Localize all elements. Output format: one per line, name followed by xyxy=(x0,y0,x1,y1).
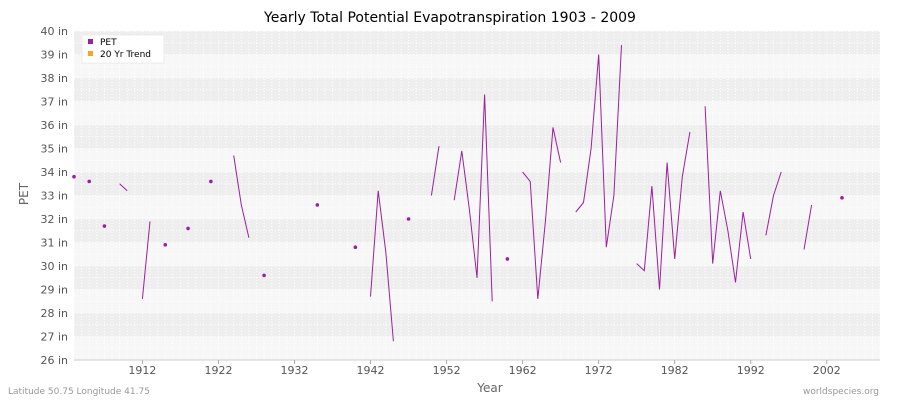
pet-line-segment xyxy=(704,106,752,283)
pet-line-segment xyxy=(522,127,562,299)
pet-line-segment xyxy=(233,155,250,238)
pet-data-point xyxy=(186,226,190,231)
y-tick-label: 31 in xyxy=(40,237,68,250)
x-tick-label: 1962 xyxy=(509,364,537,377)
pet-data-point xyxy=(353,245,358,249)
x-tick-label: 1912 xyxy=(128,364,156,377)
pet-data-point xyxy=(72,174,76,179)
pet-data-point xyxy=(262,273,266,278)
pet-data-point xyxy=(505,257,510,261)
x-axis-ticks: 1912 1922 1932 1942 1952 1962 1972 1982 1992 2002 xyxy=(128,360,841,377)
y-tick-label: 29 in xyxy=(40,284,68,297)
pet-data-point xyxy=(102,224,107,228)
pet-line-segment xyxy=(765,171,782,236)
pet-data-point xyxy=(209,179,213,184)
y-tick-label: 39 in xyxy=(40,49,68,62)
x-axis-label: Year xyxy=(476,381,502,395)
legend-box xyxy=(81,34,165,64)
pet-line-segment xyxy=(803,204,813,250)
pet-data-point xyxy=(840,196,844,200)
y-tick-label: 27 in xyxy=(40,331,68,344)
y-tick-label: 37 in xyxy=(40,96,68,109)
x-tick-label: 1992 xyxy=(737,364,765,377)
y-tick-label: 36 in xyxy=(40,119,68,132)
x-tick-label: 1922 xyxy=(204,364,232,377)
y-tick-label: 30 in xyxy=(40,260,68,273)
pet-line-segment xyxy=(430,146,440,196)
series-layer xyxy=(72,45,844,342)
y-tick-label: 33 in xyxy=(40,190,68,203)
footer-coordinates: Latitude 50.75 Longitude 41.75 xyxy=(8,387,150,397)
x-tick-label: 2002 xyxy=(813,364,841,377)
pet-data-point xyxy=(406,217,411,221)
footer-source: worldspecies.org xyxy=(803,387,879,397)
grid-lines xyxy=(73,30,881,361)
x-tick-label: 1972 xyxy=(585,364,613,377)
pet-data-point xyxy=(163,243,168,247)
x-tick-label: 1942 xyxy=(357,364,385,377)
y-axis-ticks: 26 in 27 in 28 in 29 in 30 in 31 in 32 in 33 in… xyxy=(40,25,68,367)
pet-line-segment xyxy=(636,131,691,290)
y-axis-label: PET xyxy=(17,182,31,205)
pet-data-point xyxy=(315,203,320,207)
legend-label-pet: PET xyxy=(100,38,117,48)
y-tick-label: 34 in xyxy=(40,166,68,179)
pet-data-point xyxy=(87,179,92,184)
y-tick-label: 32 in xyxy=(40,213,68,226)
y-tick-label: 35 in xyxy=(40,143,68,156)
pet-line-segment xyxy=(141,221,151,299)
legend-swatch-trend xyxy=(88,51,93,56)
legend: PET 20 Yr Trend xyxy=(81,34,165,64)
x-tick-label: 1952 xyxy=(433,364,461,377)
y-tick-label: 40 in xyxy=(40,25,68,38)
y-tick-label: 28 in xyxy=(40,307,68,320)
x-tick-label: 1982 xyxy=(661,364,689,377)
chart-title: Yearly Total Potential Evapotranspiratio… xyxy=(263,10,636,26)
legend-label-trend: 20 Yr Trend xyxy=(100,50,151,60)
y-tick-label: 26 in xyxy=(40,354,68,367)
pet-line-segment xyxy=(575,45,622,248)
y-tick-label: 38 in xyxy=(40,72,68,85)
x-tick-label: 1932 xyxy=(281,364,309,377)
pet-line-segment xyxy=(370,190,394,342)
legend-swatch-pet xyxy=(88,39,93,44)
pet-line-segment xyxy=(119,183,128,192)
pet-line-segment xyxy=(453,94,493,302)
